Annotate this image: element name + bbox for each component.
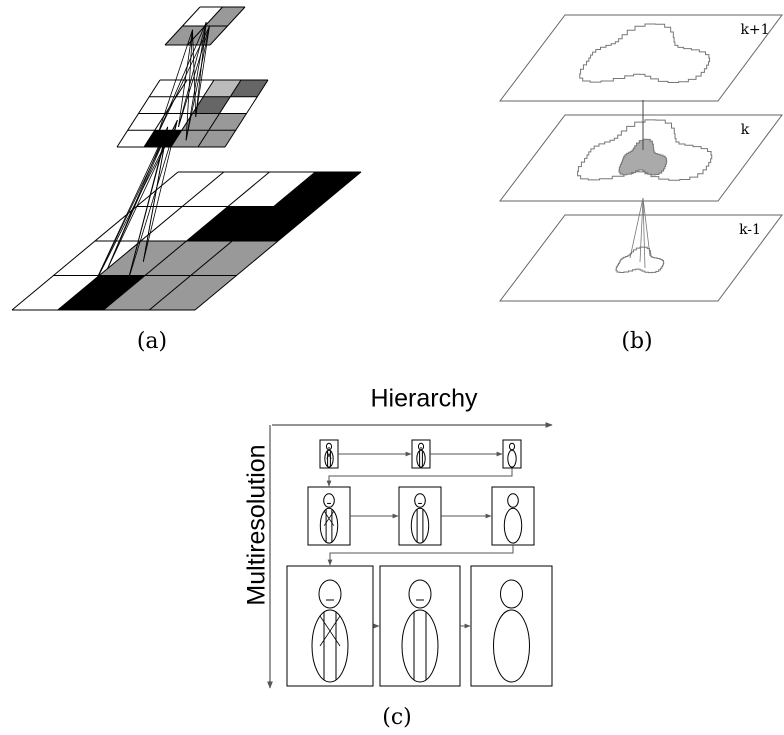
layer-label: k (741, 122, 750, 138)
image-box (287, 566, 373, 686)
image-box (412, 440, 430, 468)
caption-c: (c) (382, 705, 412, 730)
caption-b: (b) (621, 329, 652, 354)
image-box (308, 487, 350, 545)
panel-c (270, 425, 552, 688)
grid-cell (274, 172, 361, 207)
image-box (471, 566, 552, 686)
arrow (329, 468, 512, 486)
x-axis-title: Hierarchy (371, 385, 478, 413)
layer-label: k+1 (740, 22, 769, 38)
panel-b (500, 15, 782, 301)
grid-cell (205, 7, 245, 26)
layer-label: k-1 (739, 222, 761, 238)
region (580, 24, 710, 82)
link-line (640, 198, 643, 262)
figure: (a) (b) (c) k+1 k k-1 Hierarchy Multires… (0, 0, 784, 735)
arrow (330, 545, 513, 565)
image-box (399, 487, 441, 545)
y-axis-title: Multiresolution (243, 444, 271, 605)
caption-a: (a) (137, 329, 167, 354)
image-box (380, 566, 460, 686)
image-box (503, 440, 521, 468)
panel-a (12, 7, 361, 310)
image-box (492, 487, 534, 545)
image-box (320, 440, 338, 468)
